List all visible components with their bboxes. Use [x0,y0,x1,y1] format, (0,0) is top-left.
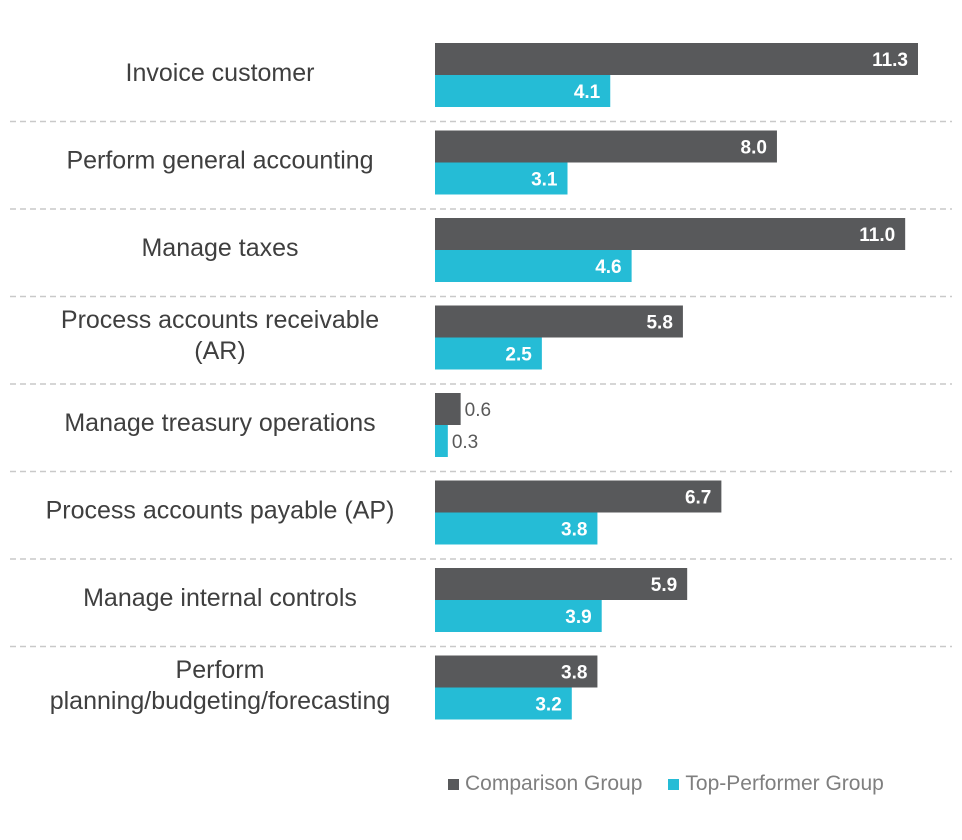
bar-comparison [435,218,906,250]
legend-swatch-top-performer [668,778,680,790]
legend-label-top-performer: Top-Performer Group [685,772,884,795]
value-label-comparison: 0.6 [465,400,491,421]
value-label-comparison: 8.0 [741,138,767,159]
value-label-comparison: 5.8 [646,313,672,334]
value-label-top-performer: 4.6 [595,257,621,278]
category-label: Perform planning/budgeting/forecasting [50,656,391,715]
bar-comparison [435,305,683,338]
legend-label-comparison: Comparison Group [465,772,643,795]
bar-top-performer [435,687,572,720]
bar-comparison [435,480,722,513]
legend-item-top-performer[interactable]: Top-Performer Group [668,772,884,796]
value-label-comparison: 11.0 [859,225,895,246]
value-label-top-performer: 3.1 [531,170,558,191]
bar-top-performer [435,512,598,545]
value-label-comparison: 5.9 [651,575,677,596]
bar-top-performer [435,250,632,282]
bar-comparison [435,393,461,425]
bar-top-performer [435,75,611,107]
bar-top-performer [435,425,448,457]
bar-comparison [435,130,777,163]
bar-comparison [435,43,918,75]
value-label-top-performer: 4.1 [574,82,601,103]
value-label-top-performer: 3.8 [561,520,587,541]
value-label-top-performer: 2.5 [505,345,532,366]
category-label: Manage internal controls [83,584,357,612]
category-label: Perform general accounting [66,146,373,174]
legend-swatch-comparison [448,778,459,790]
bar-comparison [435,655,598,688]
category-label: Manage taxes [141,234,298,262]
bar-top-performer [435,162,568,195]
value-label-comparison: 3.8 [561,663,587,684]
value-label-comparison: 11.3 [872,50,908,71]
category-label: Invoice customer [126,59,315,87]
value-label-top-performer: 3.9 [565,607,591,628]
category-label: Process accounts receivable (AR) [61,306,379,365]
legend: Comparison Group Top-Performer Group [448,772,910,796]
bar-top-performer [435,337,542,370]
category-label: Process accounts payable (AP) [46,496,395,524]
bar-top-performer [435,600,602,632]
category-label: Manage treasury operations [64,409,375,437]
value-label-comparison: 6.7 [685,488,711,509]
legend-item-comparison[interactable]: Comparison Group [448,772,642,796]
bar-comparison [435,568,688,600]
bar-chart: Invoice customer 11.3 4.1 Perform general a… [10,43,952,720]
value-label-top-performer: 3.2 [535,695,561,716]
value-label-top-performer: 0.3 [452,432,478,453]
